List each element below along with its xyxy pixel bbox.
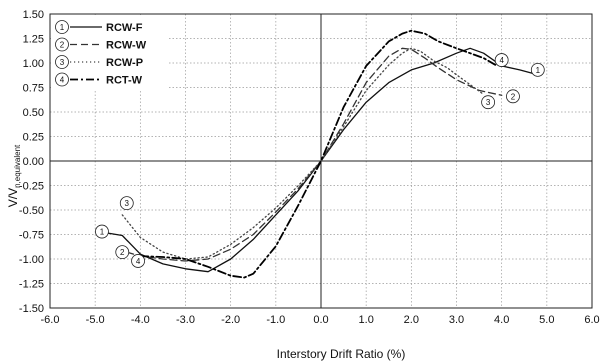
curve-marker-1: 1 — [95, 224, 109, 239]
legend-marker-number: 1 — [60, 23, 65, 32]
legend-marker-circle — [55, 20, 69, 34]
x-tick-label: 5.0 — [539, 314, 554, 326]
curve-marker-number: 4 — [499, 56, 504, 65]
x-tick-label: 6.0 — [584, 314, 599, 326]
curve-marker-3: 3 — [481, 95, 496, 110]
curve-marker-3: 3 — [119, 196, 134, 211]
x-tick-label: 1.0 — [359, 314, 374, 326]
curve-marker-number: 3 — [125, 199, 130, 208]
x-tick-label: -6.0 — [41, 314, 60, 326]
x-tick-label: 3.0 — [449, 314, 464, 326]
y-tick-label: 0.50 — [23, 107, 44, 119]
x-axis-title: Interstory Drift Ratio (%) — [277, 347, 406, 361]
curve-marker-number: 2 — [120, 248, 125, 257]
curve-marker-4: 4 — [131, 254, 145, 268]
x-tick-label: -3.0 — [176, 314, 195, 326]
legend-marker-circle — [55, 37, 69, 52]
y-tick-label: -0.50 — [19, 205, 44, 217]
curve-marker-4: 4 — [494, 53, 509, 67]
series-lines — [103, 29, 539, 279]
curve-marker-circle — [95, 224, 109, 239]
legend-marker-number: 3 — [60, 58, 65, 67]
curve-markers: 1 2 3 4 1 2 3 4 — [95, 53, 545, 268]
y-tick-label: -1.25 — [19, 279, 44, 291]
y-tick-label: -0.75 — [19, 230, 44, 242]
x-tick-label: -5.0 — [86, 314, 105, 326]
curve-marker-number: 2 — [511, 92, 516, 101]
legend-entry-rct-w: 4 RCT-W — [55, 72, 143, 87]
series-line-rct-w — [139, 29, 499, 279]
series-line-rcw-p — [121, 47, 485, 260]
tick-labels: -6.0 -5.0 -4.0 -3.0 -2.0 -1.0 0.0 1.0 2.0 3.0 4.0 5… — [19, 9, 600, 326]
y-tick-label: 1.50 — [23, 9, 44, 21]
legend-marker-circle — [55, 55, 69, 69]
y-tick-label: -1.50 — [19, 303, 44, 315]
series-line-rcw-f — [103, 47, 539, 273]
curve-marker-2: 2 — [115, 245, 130, 260]
y-axis-title: V/Vn,equivalent — [6, 144, 22, 207]
curve-marker-number: 1 — [536, 66, 541, 75]
x-tick-label: 0.0 — [313, 314, 328, 326]
curve-marker-circle — [530, 62, 545, 77]
legend-entry-rcw-p: 3 RCW-P — [55, 55, 143, 69]
x-tick-label: 2.0 — [404, 314, 419, 326]
curve-marker-circle — [481, 95, 496, 110]
x-tick-label: -1.0 — [266, 314, 285, 326]
y-tick-label: -1.00 — [19, 254, 44, 266]
legend-marker-number: 4 — [60, 76, 65, 85]
y-axis-title-main: V/V — [6, 188, 20, 207]
curve-marker-number: 3 — [486, 98, 491, 107]
curve-marker-circle — [506, 89, 520, 104]
curve-marker-1: 1 — [530, 62, 545, 77]
curve-marker-number: 4 — [136, 257, 141, 266]
legend: 1 RCW-F 2 RCW-W 3 RCW-P 4 RCT-W — [51, 15, 167, 89]
legend-entry-rcw-f: 1 RCW-F — [55, 20, 143, 34]
x-tick-label: -4.0 — [131, 314, 150, 326]
series-line-rcw-w — [126, 47, 503, 262]
y-tick-label: 0.00 — [23, 156, 44, 168]
y-tick-label: 0.75 — [23, 83, 44, 95]
legend-marker-number: 2 — [60, 41, 65, 50]
y-axis-title-subscript: n,equivalent — [13, 144, 22, 188]
legend-label: RCT-W — [106, 75, 143, 87]
legend-marker-circle — [55, 72, 69, 87]
y-tick-label: 1.00 — [23, 58, 44, 70]
curve-marker-2: 2 — [506, 89, 520, 104]
legend-label: RCW-F — [106, 22, 143, 34]
y-tick-label: -0.25 — [19, 181, 44, 193]
curve-marker-circle — [115, 245, 130, 260]
x-tick-label: 4.0 — [494, 314, 509, 326]
legend-label: RCW-P — [106, 57, 143, 69]
x-tick-label: -2.0 — [221, 314, 240, 326]
legend-entry-rcw-w: 2 RCW-W — [55, 37, 147, 52]
y-tick-label: 0.25 — [23, 132, 44, 144]
curve-marker-circle — [494, 53, 509, 67]
curve-marker-circle — [119, 196, 134, 211]
legend-label: RCW-W — [106, 40, 147, 52]
curve-marker-number: 1 — [100, 228, 105, 237]
curve-marker-circle — [131, 254, 145, 268]
y-tick-label: 1.25 — [23, 34, 44, 46]
